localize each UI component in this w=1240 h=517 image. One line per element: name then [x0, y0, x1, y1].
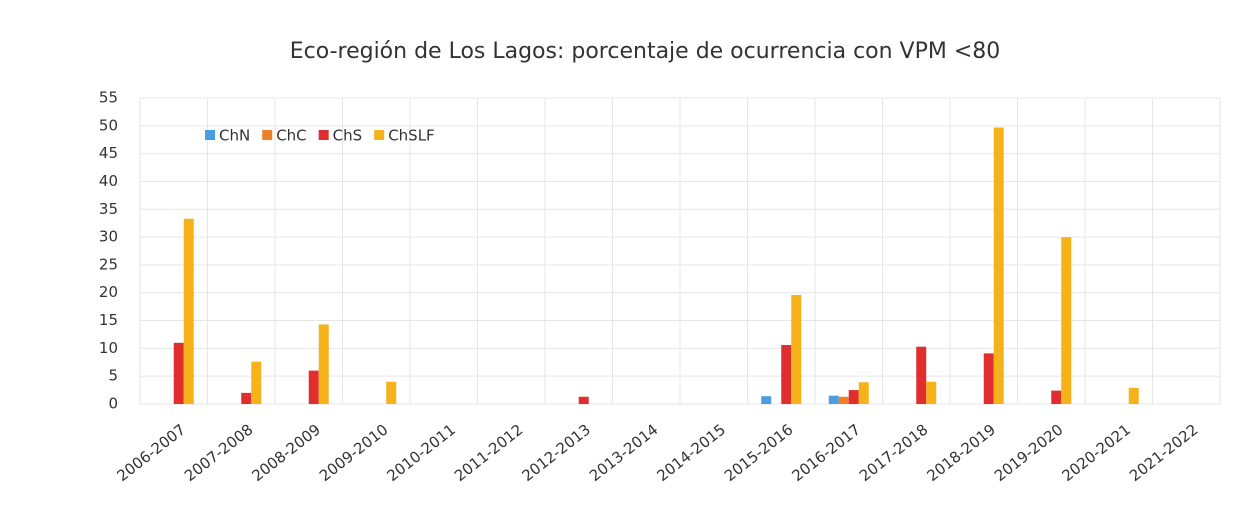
x-tick-label: 2009-2010 — [316, 421, 392, 486]
y-tick-label: 40 — [99, 172, 118, 190]
bar — [386, 381, 397, 404]
legend-swatch — [374, 130, 385, 140]
y-tick-label: 50 — [99, 116, 118, 134]
x-tick-label: 2016-2017 — [788, 421, 864, 486]
bar — [173, 342, 184, 404]
x-tick-label: 2012-2013 — [518, 421, 594, 486]
bar — [781, 345, 792, 404]
x-tick-label: 2007-2008 — [181, 421, 257, 486]
y-tick-label: 45 — [99, 144, 118, 162]
bar — [308, 370, 319, 404]
legend-swatch — [318, 130, 329, 140]
legend-swatch — [205, 130, 215, 140]
bar — [183, 218, 194, 404]
y-tick-label: 5 — [108, 367, 118, 385]
y-tick-label: 25 — [99, 255, 118, 273]
x-tick-label: 2014-2015 — [653, 421, 729, 486]
bar — [828, 395, 839, 404]
y-tick-label: 30 — [99, 228, 118, 246]
x-tick-label: 2020-2021 — [1058, 421, 1134, 486]
legend-label: ChC — [276, 127, 306, 145]
legend-label: ChS — [333, 127, 363, 145]
bar — [848, 390, 859, 404]
bar — [241, 392, 252, 404]
bar — [993, 127, 1004, 404]
bar — [578, 396, 589, 404]
y-tick-label: 10 — [99, 339, 118, 357]
bar — [1061, 237, 1072, 404]
x-tick-label: 2015-2016 — [721, 421, 797, 486]
x-tick-label: 2018-2019 — [923, 421, 999, 486]
bar — [858, 382, 869, 404]
y-tick-label: 55 — [99, 89, 118, 107]
bar — [983, 353, 994, 404]
bar — [318, 324, 329, 404]
x-tick-label: 2019-2020 — [991, 421, 1067, 486]
x-tick-label: 2006-2007 — [113, 421, 189, 486]
legend-swatch — [262, 130, 273, 140]
x-tick-label: 2008-2009 — [248, 421, 324, 486]
bar — [916, 346, 927, 404]
x-tick-label: 2013-2014 — [586, 421, 662, 486]
y-tick-label: 35 — [99, 200, 118, 218]
bar — [926, 381, 937, 404]
bar — [838, 396, 849, 404]
x-tick-label: 2011-2012 — [451, 421, 527, 486]
y-tick-label: 20 — [99, 283, 118, 301]
x-tick-label: 2010-2011 — [383, 421, 459, 486]
bar — [791, 294, 802, 404]
x-tick-label: 2017-2018 — [856, 421, 932, 486]
y-tick-label: 0 — [108, 395, 118, 413]
y-tick-label: 15 — [99, 311, 118, 329]
bar — [1128, 387, 1139, 404]
bar — [251, 361, 262, 404]
x-tick-label: 2021-2022 — [1126, 421, 1202, 486]
bar — [1051, 390, 1062, 404]
bar — [761, 396, 772, 404]
chart-title: Eco-región de Los Lagos: porcentaje de o… — [290, 39, 1001, 64]
legend-label: ChN — [219, 127, 250, 145]
legend-label: ChSLF — [388, 127, 435, 145]
